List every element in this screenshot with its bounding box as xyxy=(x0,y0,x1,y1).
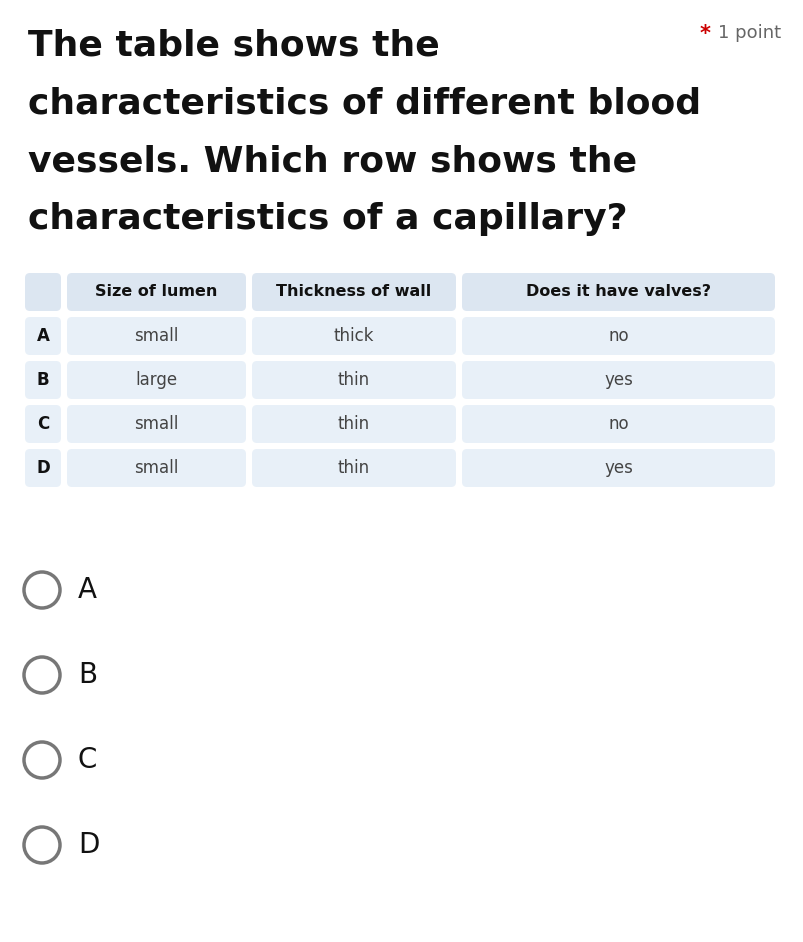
FancyBboxPatch shape xyxy=(25,273,61,311)
FancyBboxPatch shape xyxy=(462,361,774,399)
Circle shape xyxy=(24,742,60,778)
Circle shape xyxy=(24,827,60,863)
Text: small: small xyxy=(134,459,178,477)
Text: Size of lumen: Size of lumen xyxy=(96,284,218,300)
FancyBboxPatch shape xyxy=(251,273,455,311)
Text: yes: yes xyxy=(603,371,632,389)
FancyBboxPatch shape xyxy=(462,273,774,311)
Text: large: large xyxy=(135,371,177,389)
FancyBboxPatch shape xyxy=(251,317,455,355)
Text: B: B xyxy=(37,371,49,389)
Text: characteristics of different blood: characteristics of different blood xyxy=(28,86,700,120)
Text: yes: yes xyxy=(603,459,632,477)
Text: no: no xyxy=(607,415,628,433)
FancyBboxPatch shape xyxy=(25,405,61,443)
FancyBboxPatch shape xyxy=(25,317,61,355)
FancyBboxPatch shape xyxy=(67,361,246,399)
FancyBboxPatch shape xyxy=(251,449,455,487)
FancyBboxPatch shape xyxy=(462,317,774,355)
FancyBboxPatch shape xyxy=(462,405,774,443)
Text: thin: thin xyxy=(337,459,369,477)
FancyBboxPatch shape xyxy=(67,449,246,487)
FancyBboxPatch shape xyxy=(67,317,246,355)
Text: thin: thin xyxy=(337,415,369,433)
FancyBboxPatch shape xyxy=(462,449,774,487)
Text: C: C xyxy=(37,415,49,433)
Text: The table shows the: The table shows the xyxy=(28,28,439,62)
FancyBboxPatch shape xyxy=(251,405,455,443)
Text: no: no xyxy=(607,327,628,345)
FancyBboxPatch shape xyxy=(251,361,455,399)
Text: Thickness of wall: Thickness of wall xyxy=(276,284,431,300)
Text: thick: thick xyxy=(333,327,373,345)
Text: A: A xyxy=(78,576,97,604)
FancyBboxPatch shape xyxy=(25,449,61,487)
Text: thin: thin xyxy=(337,371,369,389)
Text: small: small xyxy=(134,415,178,433)
Text: D: D xyxy=(78,831,100,859)
Text: D: D xyxy=(36,459,50,477)
Circle shape xyxy=(24,657,60,693)
Text: A: A xyxy=(36,327,49,345)
Text: vessels. Which row shows the: vessels. Which row shows the xyxy=(28,144,636,178)
Text: C: C xyxy=(78,746,97,774)
Text: 1 point: 1 point xyxy=(717,24,781,42)
FancyBboxPatch shape xyxy=(67,405,246,443)
Circle shape xyxy=(24,572,60,608)
Text: characteristics of a capillary?: characteristics of a capillary? xyxy=(28,202,627,236)
Text: Does it have valves?: Does it have valves? xyxy=(525,284,710,300)
Text: small: small xyxy=(134,327,178,345)
FancyBboxPatch shape xyxy=(25,361,61,399)
Text: *: * xyxy=(699,24,710,44)
FancyBboxPatch shape xyxy=(67,273,246,311)
Text: B: B xyxy=(78,661,97,689)
